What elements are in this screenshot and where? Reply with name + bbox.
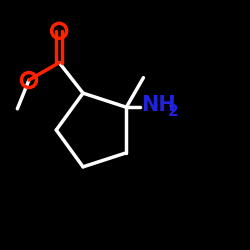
Text: 2: 2 [168, 104, 178, 119]
Text: NH: NH [141, 95, 176, 115]
